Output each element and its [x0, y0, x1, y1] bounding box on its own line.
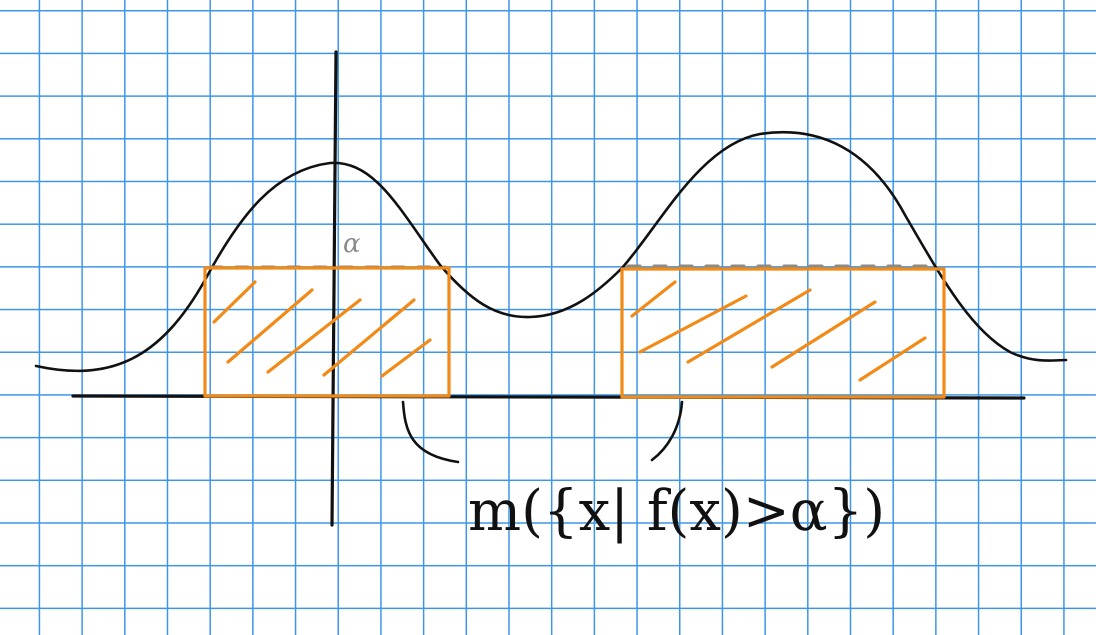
measure-label: m({x| f(x)>α}) [468, 479, 885, 544]
region-rect-right [620, 267, 946, 399]
y-axis [330, 50, 338, 527]
pointer-right [650, 400, 684, 462]
function-curve [34, 130, 1068, 373]
region-rect-left [203, 266, 451, 398]
pointer-left [401, 400, 460, 464]
hatching-right [630, 280, 927, 382]
alpha-label: α [343, 229, 361, 259]
hatching-left [212, 280, 432, 378]
